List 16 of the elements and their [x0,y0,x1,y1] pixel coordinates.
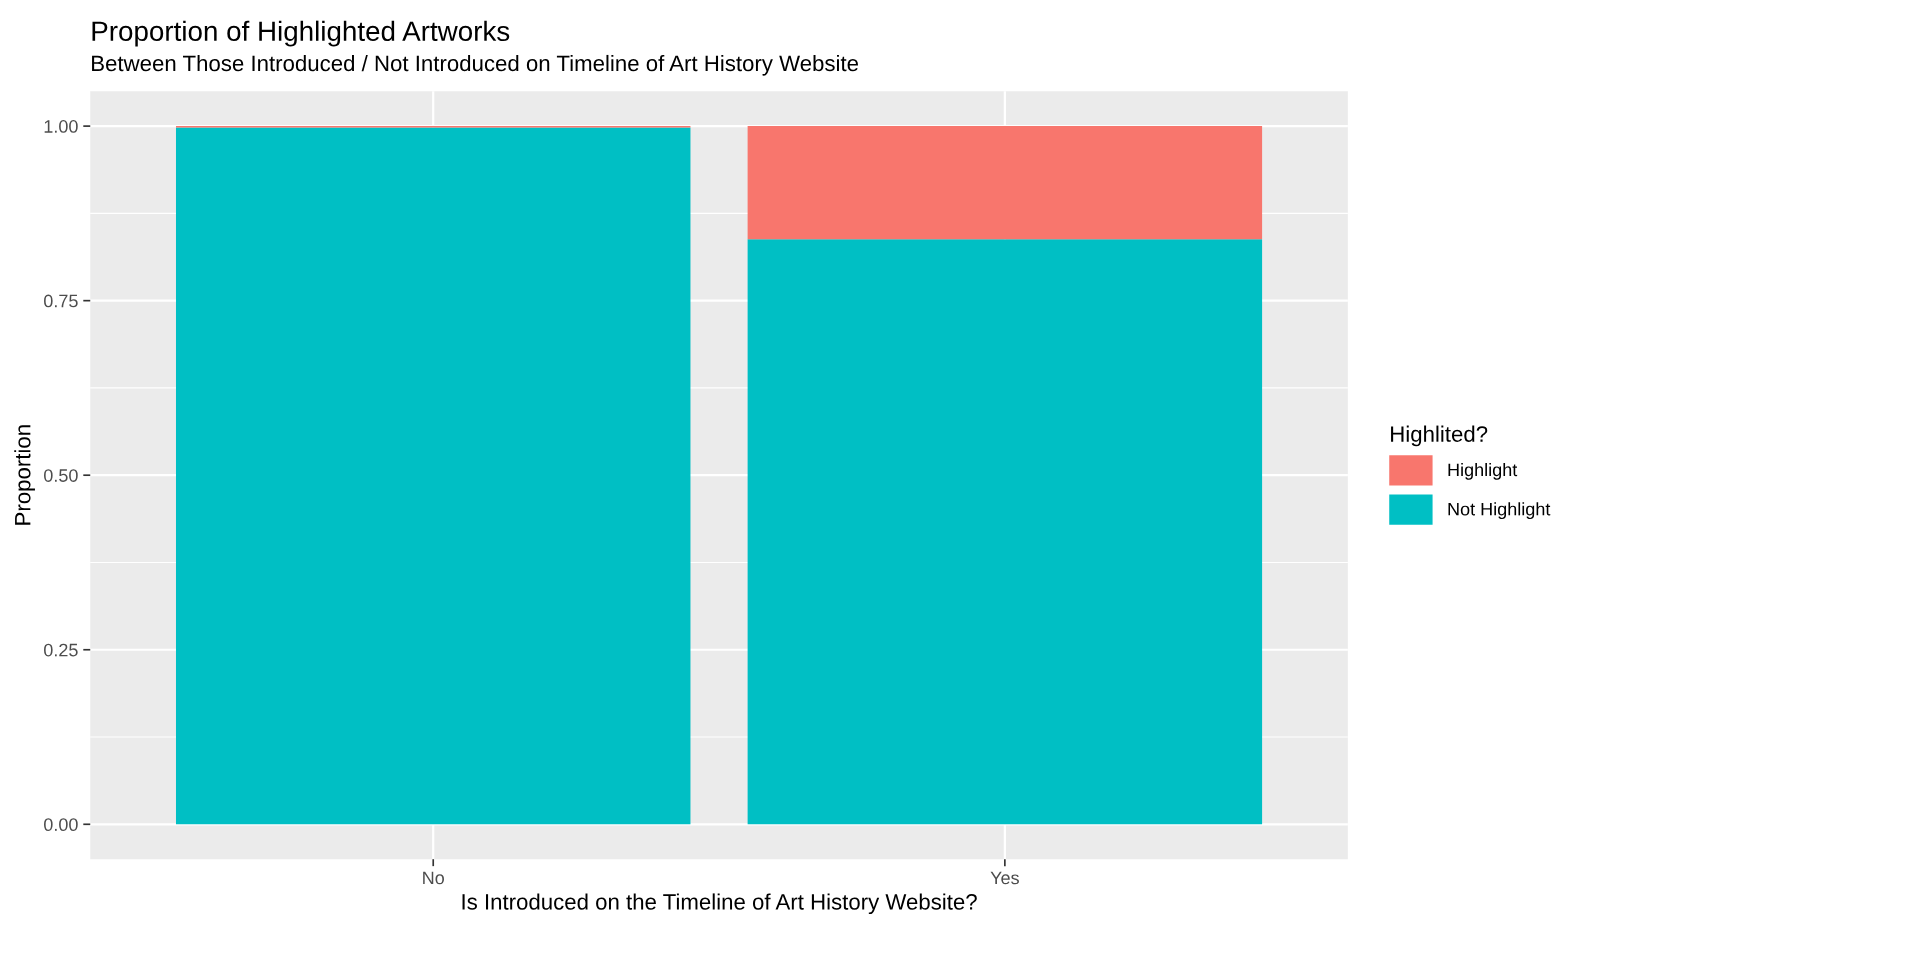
x-tick-label: No [423,871,445,885]
y-tick-label: 0.25 [44,643,78,657]
y-axis-title: Proportion [14,425,35,525]
chart-title: Proportion of Highlighted Artworks [92,20,510,47]
bar [747,239,1263,825]
legend-label: Not Highlight [1448,502,1551,520]
y-tick-label: 1.00 [44,120,78,133]
chart-subtitle: Between Those Introduced / Not Introduced on Timeline of Art History Website [92,54,858,76]
x-axis-title: Is Introduced on the Timeline of Art History Website? [462,893,977,915]
y-tick-label: 0.75 [44,294,78,308]
legend-title: Highlited? [1391,425,1488,447]
bar [747,126,1263,240]
y-tick-label: 0.00 [44,818,78,832]
y-tick-label: 0.50 [44,469,78,482]
x-tick-label: Yes [990,871,1019,885]
legend-label: Highlight [1448,462,1518,480]
